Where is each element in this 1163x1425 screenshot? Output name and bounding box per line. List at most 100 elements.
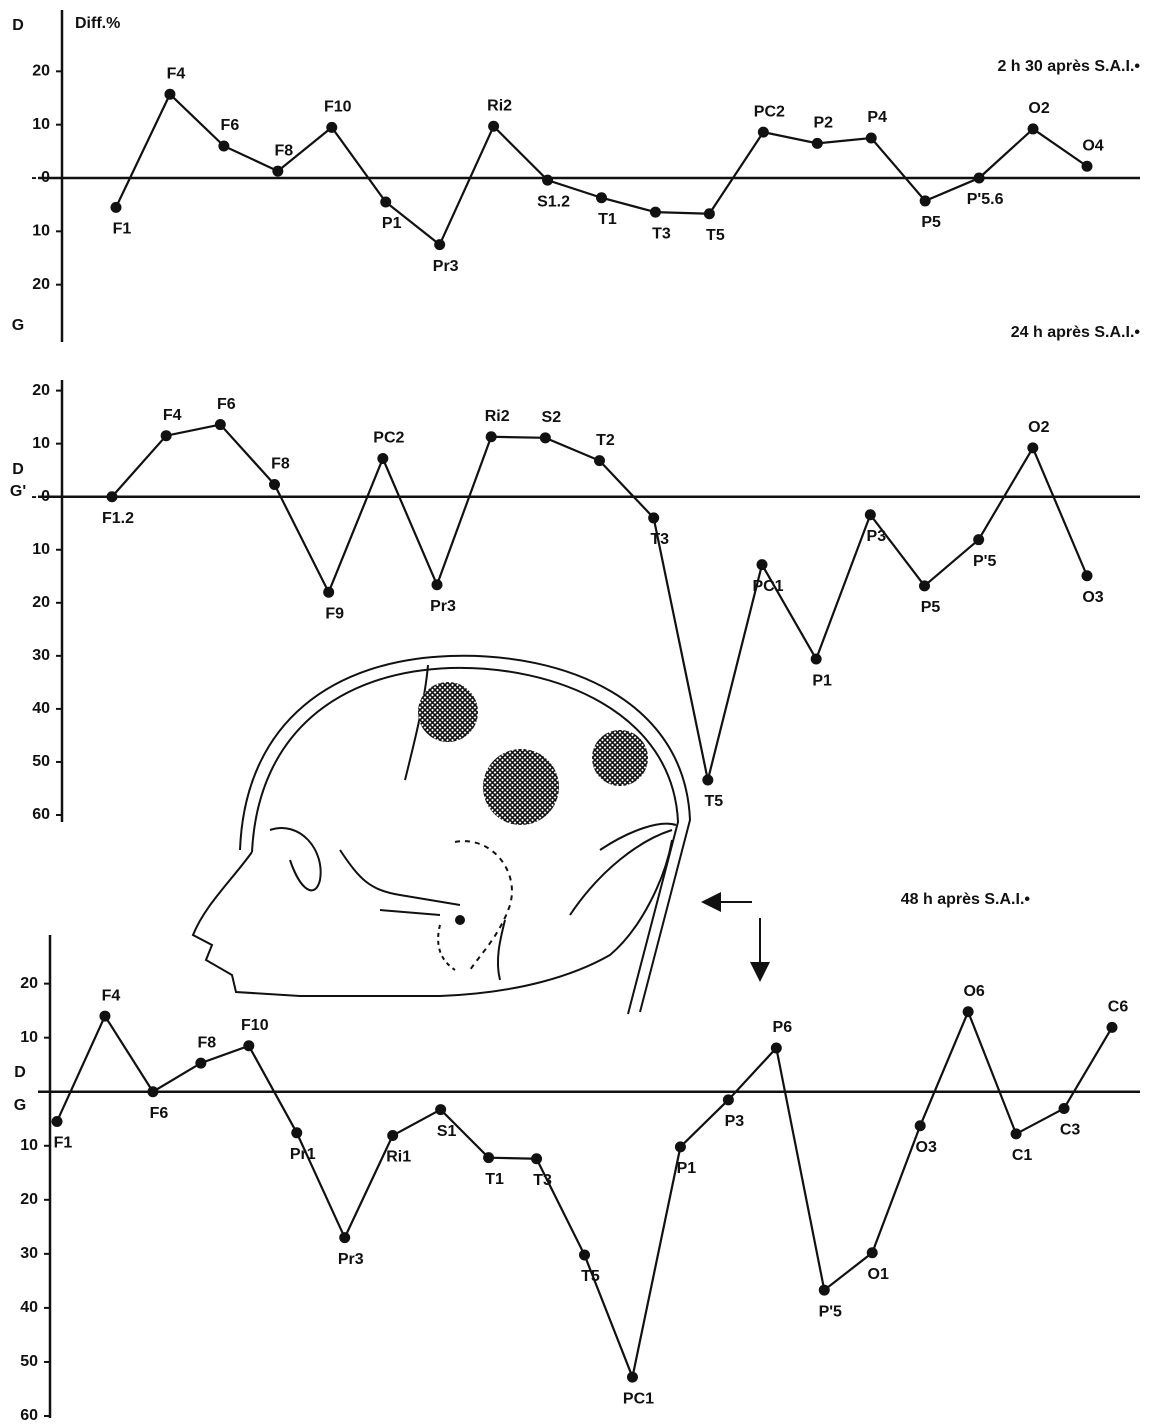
- point-label: T3: [650, 531, 669, 548]
- point: [866, 1247, 878, 1259]
- point-label: T3: [533, 1172, 552, 1189]
- point: [434, 239, 446, 251]
- point: [488, 120, 500, 132]
- point-label: T1: [598, 211, 617, 228]
- point: [323, 586, 335, 598]
- point-label: F4: [167, 65, 186, 82]
- point: [99, 1010, 111, 1022]
- point: [649, 206, 661, 218]
- point: [269, 479, 280, 491]
- point: [594, 455, 605, 467]
- point: [147, 1086, 159, 1098]
- point: [818, 1284, 830, 1296]
- point: [291, 1127, 303, 1139]
- point-label: PC1: [623, 1390, 654, 1407]
- point-label: P3: [725, 1113, 745, 1130]
- y-tick-label: 30: [32, 647, 50, 664]
- y-tick-label: 40: [32, 700, 50, 717]
- point-label: O4: [1082, 137, 1103, 154]
- point-label: F1: [54, 1135, 73, 1152]
- point: [864, 509, 876, 521]
- point-label: F10: [324, 99, 352, 116]
- point: [703, 208, 715, 220]
- point: [380, 196, 392, 208]
- point-label: O1: [868, 1266, 889, 1283]
- point: [326, 121, 338, 133]
- chart-title: 24 h après S.A.I.•: [1011, 324, 1141, 341]
- point: [542, 174, 554, 186]
- point-label: Pr3: [430, 598, 456, 615]
- point: [579, 1249, 590, 1261]
- point-label: P3: [867, 528, 887, 545]
- upper-label: D: [12, 17, 24, 34]
- y-tick-label: 10: [20, 1137, 38, 1154]
- point-label: T1: [485, 1171, 504, 1188]
- y-tick-label: 30: [20, 1245, 38, 1262]
- y-axis-label: Diff.%: [75, 15, 120, 32]
- point: [51, 1115, 63, 1127]
- point: [435, 1104, 447, 1116]
- point: [811, 137, 823, 149]
- point-label: F1: [113, 221, 132, 238]
- point-label: P'5.6: [967, 191, 1004, 208]
- point: [243, 1040, 255, 1052]
- line: [55, 1008, 1113, 1381]
- point: [195, 1057, 207, 1069]
- y-tick-label: 20: [32, 276, 50, 293]
- y-tick-label: 20: [20, 975, 38, 992]
- chart-title: 48 h après S.A.I.•: [901, 891, 1031, 908]
- point-label: Ri1: [386, 1149, 411, 1166]
- point: [539, 432, 551, 444]
- point-label: F6: [221, 117, 240, 134]
- point: [1081, 160, 1093, 172]
- point: [722, 1094, 734, 1106]
- y-tick-label: 10: [32, 116, 50, 133]
- y-tick-label: 20: [32, 382, 50, 399]
- point-label: O2: [1028, 100, 1049, 117]
- point-label: S1.2: [537, 193, 570, 210]
- point: [218, 140, 230, 152]
- point: [756, 559, 768, 571]
- point: [1081, 570, 1093, 582]
- point: [973, 534, 985, 546]
- point-label: Pr1: [290, 1146, 316, 1163]
- y-tick-label: 20: [20, 1191, 38, 1208]
- point: [377, 453, 389, 465]
- point-label: S1: [437, 1123, 457, 1140]
- point: [962, 1006, 974, 1018]
- point: [1027, 123, 1039, 135]
- point-label: F9: [325, 605, 344, 622]
- y-tick-label: 10: [32, 223, 50, 240]
- y-tick-label: - 0: [31, 169, 50, 186]
- point-label: P1: [382, 215, 402, 232]
- lower-label: G: [14, 1097, 26, 1114]
- point: [596, 192, 607, 204]
- point-label: S2: [542, 409, 562, 426]
- point: [1010, 1128, 1022, 1140]
- point-label: PC2: [373, 430, 404, 447]
- point: [810, 653, 822, 665]
- point-label: T2: [596, 432, 615, 449]
- point: [973, 172, 985, 184]
- point-label: P2: [813, 115, 833, 132]
- point: [1106, 1021, 1118, 1033]
- point-label: Ri2: [487, 97, 512, 114]
- y-tick-label: 60: [32, 806, 50, 823]
- point-label: F6: [217, 396, 236, 413]
- point-label: O3: [916, 1139, 937, 1156]
- point-label: Ri2: [485, 408, 510, 425]
- point-label: T5: [706, 227, 725, 244]
- head-drawing: [191, 654, 770, 1015]
- point-label: F1.2: [102, 510, 134, 527]
- point: [914, 1120, 926, 1132]
- y-tick-label: - 0: [31, 488, 50, 505]
- chart-title: 2 h 30 après S.A.I.•: [997, 58, 1140, 75]
- point: [674, 1141, 686, 1153]
- point: [483, 1152, 495, 1164]
- point-label: P4: [867, 109, 887, 126]
- point-label: F8: [274, 142, 293, 159]
- point: [110, 201, 122, 213]
- point: [160, 430, 172, 442]
- line: [111, 423, 1089, 781]
